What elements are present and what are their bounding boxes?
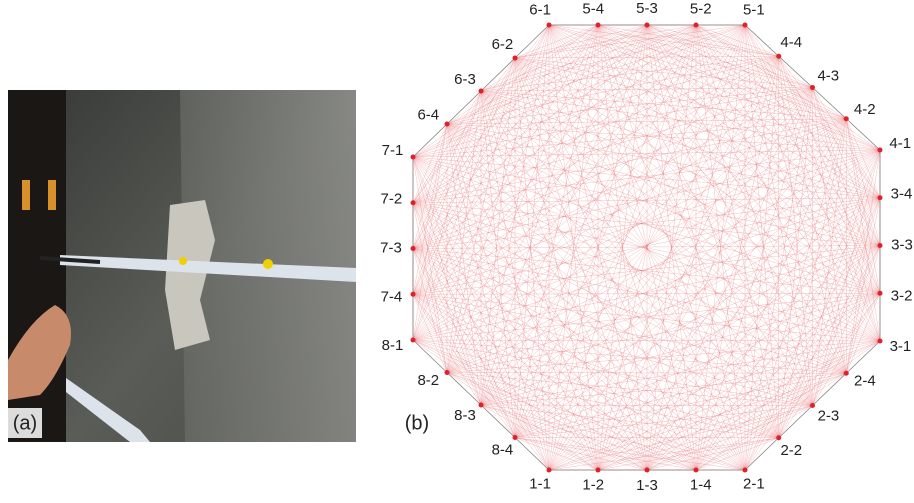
node-label: 6-4	[417, 107, 439, 124]
node	[596, 23, 601, 28]
node	[810, 85, 815, 90]
node	[844, 116, 849, 121]
node-label: 7-4	[381, 288, 403, 305]
panel-label: (b)	[405, 412, 429, 434]
node-label: 6-3	[454, 71, 476, 88]
node	[878, 195, 883, 200]
node	[810, 403, 815, 408]
node-label: 7-2	[381, 191, 403, 208]
node	[547, 468, 552, 473]
node	[513, 56, 518, 61]
node	[878, 148, 883, 153]
node-label: 8-2	[417, 372, 439, 389]
node	[645, 23, 650, 28]
node-label: 5-3	[636, 0, 658, 17]
node	[411, 246, 416, 251]
node-label: 3-2	[891, 287, 913, 304]
node	[743, 468, 748, 473]
node-label: 5-4	[582, 0, 604, 17]
node	[844, 371, 849, 376]
node	[411, 155, 416, 160]
node-label: 3-1	[890, 338, 912, 355]
node	[694, 468, 699, 473]
node-label: 3-4	[891, 185, 913, 202]
link	[647, 25, 880, 198]
node-label: 1-3	[636, 477, 658, 494]
node	[445, 370, 450, 375]
node	[776, 435, 781, 440]
node-label: 7-1	[382, 142, 404, 159]
node-label: 8-4	[492, 442, 514, 459]
link	[696, 56, 779, 470]
sensor	[263, 259, 273, 269]
node	[547, 23, 552, 28]
link	[413, 25, 696, 249]
node-label: 8-1	[382, 337, 404, 354]
node	[878, 339, 883, 344]
node	[479, 403, 484, 408]
node-label: 1-1	[529, 476, 551, 493]
panel-label: (a)	[13, 412, 37, 434]
link	[549, 25, 880, 293]
node	[694, 23, 699, 28]
node	[743, 23, 748, 28]
node-label: 4-4	[780, 34, 802, 51]
link	[413, 249, 447, 373]
node-label: 1-2	[582, 477, 604, 494]
link	[515, 58, 846, 119]
node-label: 8-3	[454, 407, 476, 424]
node-label: 6-2	[492, 36, 514, 53]
figure: (a) (b) 1-1 1-2 1-3 1-4 2-1 2-2 2-3 2-4 3-1 3-2 3-…	[0, 0, 914, 498]
photo: (a)	[8, 90, 356, 442]
link	[696, 25, 779, 56]
node-label: 6-1	[529, 1, 551, 18]
node	[645, 468, 650, 473]
node-label: 2-4	[854, 373, 876, 390]
node-label: 3-3	[891, 236, 913, 253]
node	[479, 89, 484, 94]
node-label: 7-3	[380, 240, 402, 257]
link	[515, 438, 647, 471]
link	[413, 56, 779, 294]
node-label: 4-3	[817, 67, 839, 84]
link	[413, 25, 598, 249]
node	[513, 435, 518, 440]
node	[878, 291, 883, 296]
node	[445, 122, 450, 127]
node	[411, 292, 416, 297]
link	[413, 150, 880, 249]
node-label: 4-2	[854, 101, 876, 118]
sensor	[179, 257, 187, 265]
node-label: 5-1	[743, 1, 765, 18]
node	[596, 468, 601, 473]
node-label: 4-1	[889, 135, 911, 152]
link	[481, 91, 598, 470]
light	[48, 180, 56, 210]
diagram: (b) 1-1 1-2 1-3 1-4 2-1 2-2 2-3 2-4 3-1 3-2 3-3 3-4…	[380, 0, 913, 494]
node-label: 2-1	[743, 476, 765, 493]
link	[481, 91, 880, 198]
node-label: 5-2	[690, 0, 712, 17]
node	[411, 200, 416, 205]
node	[776, 54, 781, 59]
node-label: 1-4	[690, 477, 712, 494]
node-label: 2-3	[818, 407, 840, 424]
link	[413, 203, 880, 246]
light	[22, 180, 30, 210]
link	[846, 293, 880, 373]
node	[411, 338, 416, 343]
node	[878, 243, 883, 248]
node-label: 2-2	[780, 442, 802, 459]
